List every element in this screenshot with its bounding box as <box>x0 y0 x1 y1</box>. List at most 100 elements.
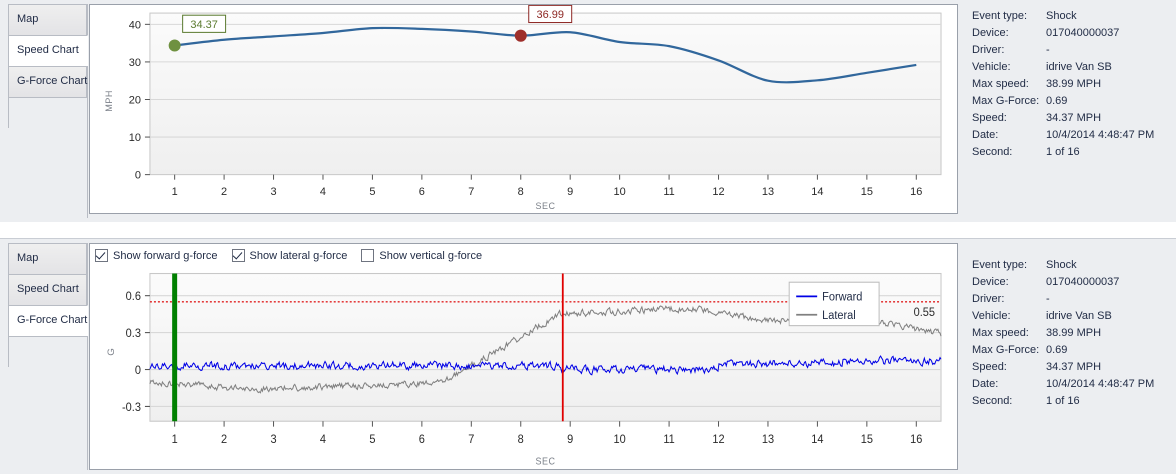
g-force-y-axis-label: G <box>105 348 116 356</box>
svg-text:15: 15 <box>861 186 873 198</box>
info-label: Date: <box>972 129 999 141</box>
start-marker[interactable] <box>168 39 181 52</box>
svg-text:16: 16 <box>910 186 922 198</box>
checkbox-label: Show vertical g-force <box>379 249 483 262</box>
info-value: 38.99 MPH <box>1046 78 1102 90</box>
start-marker-tooltip <box>182 14 227 33</box>
info-value: 017040000037 <box>1046 27 1120 39</box>
checkbox-show-vertical-g-force[interactable]: Show vertical g-force <box>361 249 482 262</box>
info-value: idrive Van SB <box>1046 61 1112 73</box>
info-row: Vehicle: idrive Van SB <box>960 308 1176 325</box>
svg-text:6: 6 <box>419 186 425 198</box>
info-row: Max speed: 38.99 MPH <box>960 76 1176 93</box>
legend-label-forward: Forward <box>822 291 862 303</box>
svg-text:16: 16 <box>910 434 922 446</box>
g-force-legend: Forward Lateral <box>788 281 880 327</box>
info-value: 1 of 16 <box>1046 146 1080 158</box>
svg-text:13: 13 <box>762 434 774 446</box>
sidebar-item-speed-chart[interactable]: Speed Chart <box>8 35 88 66</box>
current-marker-tooltip <box>528 5 573 24</box>
info-label: Second: <box>972 395 1013 407</box>
speed-y-axis-ticks: 0 10 20 30 40 <box>129 19 150 182</box>
info-value: 1 of 16 <box>1046 395 1080 407</box>
svg-text:3: 3 <box>270 186 276 198</box>
svg-text:7: 7 <box>468 434 474 446</box>
sidebar-item-map[interactable]: Map <box>8 4 87 35</box>
svg-text:11: 11 <box>663 186 674 198</box>
speed-series-line <box>174 26 917 84</box>
bottom-tab-rail: Map Speed Chart G-Force Chart <box>8 243 88 470</box>
checkbox-show-lateral-g-force[interactable]: Show lateral g-force <box>231 249 348 262</box>
svg-text:8: 8 <box>518 186 524 198</box>
current-marker[interactable] <box>514 29 527 42</box>
svg-text:11: 11 <box>663 434 674 446</box>
start-marker-tooltip-label: 34.37 <box>190 19 217 31</box>
svg-text:13: 13 <box>762 186 774 198</box>
info-value: - <box>1046 293 1050 305</box>
speed-chart-panel: Map Speed Chart G-Force Chart <box>0 0 1176 223</box>
info-label: Speed: <box>972 361 1007 373</box>
info-label: Speed: <box>972 112 1007 124</box>
svg-text:0.3: 0.3 <box>126 328 141 340</box>
info-label: Date: <box>972 378 999 390</box>
svg-text:14: 14 <box>811 186 823 198</box>
checkbox-label: Show forward g-force <box>113 249 218 262</box>
checkbox-show-forward-g-force[interactable]: Show forward g-force <box>95 249 218 262</box>
svg-text:1: 1 <box>172 186 178 198</box>
checkbox-label: Show lateral g-force <box>249 249 348 262</box>
info-value: 10/4/2014 4:48:47 PM <box>1046 129 1155 141</box>
g-force-chart-panel: Map Speed Chart G-Force Chart Show forwa… <box>0 238 1176 474</box>
checkbox-box-icon[interactable] <box>95 249 108 262</box>
top-event-info: Event type: Shock Device: 017040000037 Drive… <box>960 8 1176 161</box>
legend-label-lateral: Lateral <box>822 310 856 322</box>
info-value: 38.99 MPH <box>1046 327 1102 339</box>
sidebar-item-g-force-chart[interactable]: G-Force Chart <box>8 66 87 97</box>
info-label: Event type: <box>972 10 1028 22</box>
info-label: Second: <box>972 146 1013 158</box>
speed-gridlines <box>149 23 942 138</box>
info-row: Driver: - <box>960 42 1176 59</box>
g-force-y-axis-ticks: 0.6 0.3 0 -0.3 <box>122 291 150 414</box>
svg-text:40: 40 <box>129 19 141 31</box>
speed-markers: 34.37 36.99 <box>168 5 573 52</box>
tab-rail-filler <box>8 97 87 128</box>
svg-text:10: 10 <box>129 132 141 144</box>
svg-text:6: 6 <box>419 434 425 446</box>
info-value: - <box>1046 44 1050 56</box>
g-force-plot-area: 0.6 0.3 0 -0.3 1 2 3 4 5 6 7 8 9 10 11 12 13 14 15 16 0.55… <box>90 267 957 469</box>
svg-text:20: 20 <box>129 94 141 106</box>
svg-text:10: 10 <box>614 186 626 198</box>
info-label: Vehicle: <box>972 310 1011 322</box>
info-label: Event type: <box>972 259 1028 271</box>
speed-plot-area: 0 10 20 30 40 1 2 3 4 5 6 7 8 9 10 11 12 13 14 15 16 34.37 3… <box>90 5 957 213</box>
speed-x-axis-ticks: 1 2 3 4 5 6 7 8 9 10 11 12 13 14 15 16 <box>172 174 922 198</box>
svg-text:8: 8 <box>518 434 524 446</box>
info-value: 0.69 <box>1046 95 1068 107</box>
g-force-time-markers <box>172 273 564 422</box>
svg-text:1: 1 <box>172 434 178 446</box>
info-row: Vehicle: idrive Van SB <box>960 59 1176 76</box>
checkbox-box-icon[interactable] <box>231 249 245 262</box>
sidebar-item-map-2[interactable]: Map <box>8 243 87 274</box>
svg-text:7: 7 <box>468 186 474 198</box>
svg-text:5: 5 <box>369 434 375 446</box>
info-label: Max G-Force: <box>972 95 1040 107</box>
info-row: Second: 1 of 16 <box>960 144 1176 161</box>
g-force-chart-svg: 0.60.30-0.3 1 2 3 4 5 6 7 8 9 10 11 12 13 14 15 16 0.55… <box>105 272 942 467</box>
info-value: idrive Van SB <box>1046 310 1112 322</box>
speed-plot-background <box>149 12 942 176</box>
info-row: Device: 017040000037 <box>960 25 1176 42</box>
top-tab-rail: Map Speed Chart G-Force Chart <box>8 4 88 218</box>
sidebar-item-speed-chart-2[interactable]: Speed Chart <box>8 274 87 305</box>
g-force-x-axis-ticks: 1 2 3 4 5 6 7 8 9 10 11 12 13 14 15 16 <box>172 421 922 446</box>
svg-text:4: 4 <box>320 434 327 446</box>
svg-text:30: 30 <box>129 57 141 69</box>
checkbox-box-icon[interactable] <box>361 249 375 262</box>
g-force-threshold-label: 0.55 <box>914 307 935 319</box>
svg-text:2: 2 <box>221 186 227 198</box>
svg-text:-0.3: -0.3 <box>122 401 141 413</box>
svg-text:5: 5 <box>369 186 375 198</box>
sidebar-item-g-force-chart-2[interactable]: G-Force Chart <box>8 305 88 336</box>
info-row: Max speed: 38.99 MPH <box>960 325 1176 342</box>
